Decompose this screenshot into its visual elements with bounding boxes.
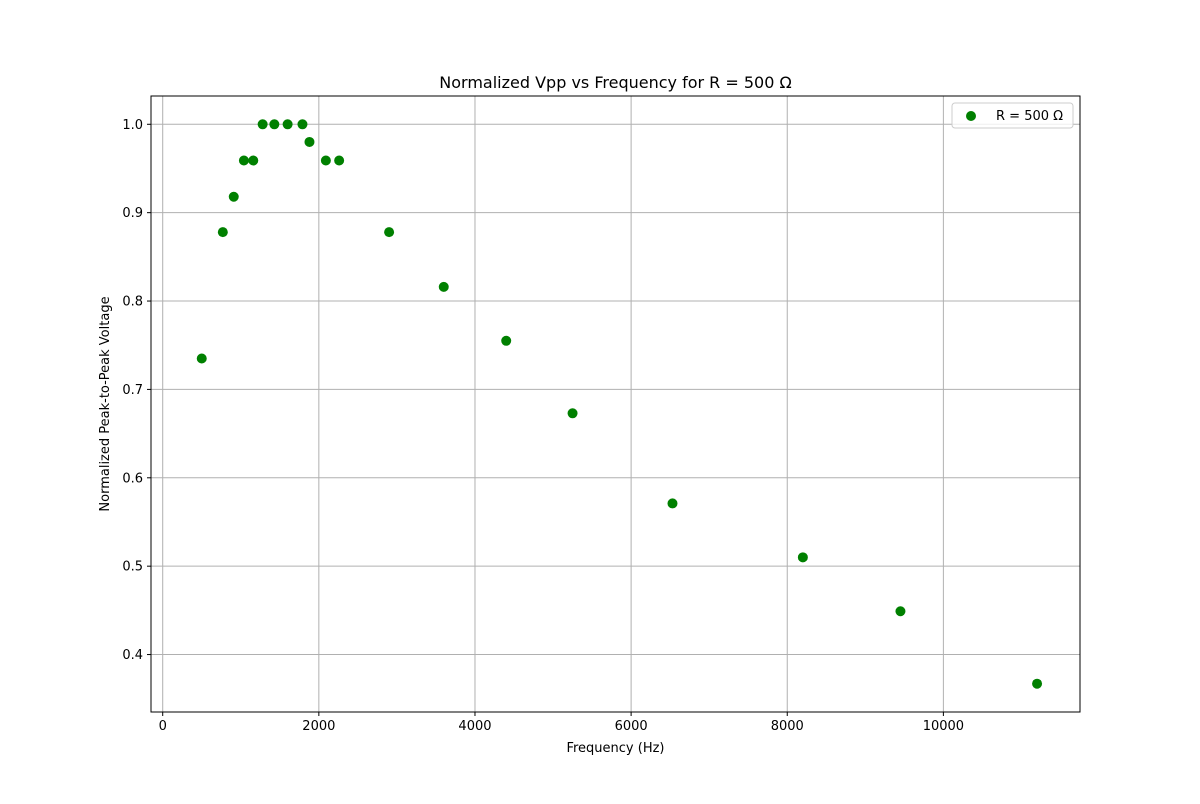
data-point: [567, 408, 578, 419]
data-point: [248, 155, 259, 166]
legend: R = 500 Ω: [951, 102, 1074, 129]
grid-lines: [151, 96, 1080, 712]
x-tick-label: 8000: [771, 719, 804, 734]
axis-ticks: 0 2000 4000 6000 8000 10000 0.4 0.5 0.6 0.7 0.8 0.9…: [122, 118, 964, 734]
y-tick-label: 0.9: [122, 206, 143, 221]
data-point: [438, 281, 449, 292]
data-point: [667, 498, 678, 509]
data-point: [196, 353, 207, 364]
x-tick-label: 10000: [923, 719, 964, 734]
data-point: [1032, 678, 1043, 689]
y-tick-label: 0.8: [122, 295, 143, 310]
data-points: [196, 119, 1043, 689]
data-point: [269, 119, 280, 130]
data-point: [257, 119, 268, 130]
data-point: [228, 191, 239, 202]
y-axis-label: Normalized Peak-to-Peak Voltage: [98, 296, 113, 511]
data-point: [334, 155, 345, 166]
data-point: [282, 119, 293, 130]
legend-frame: [951, 102, 1074, 129]
data-point: [320, 155, 331, 166]
legend-marker: [966, 111, 976, 121]
data-point: [217, 227, 228, 238]
y-tick-label: 0.5: [122, 560, 143, 575]
y-tick-label: 0.6: [122, 471, 143, 486]
y-tick-label: 0.7: [122, 383, 143, 398]
data-point: [238, 155, 249, 166]
y-tick-label: 1.0: [122, 118, 143, 133]
y-tick-label: 0.4: [122, 648, 143, 663]
data-point: [304, 136, 315, 147]
x-axis-label: Frequency (Hz): [566, 741, 664, 756]
x-tick-label: 0: [159, 719, 167, 734]
data-point: [384, 227, 395, 238]
legend-label: R = 500 Ω: [996, 109, 1063, 124]
x-tick-label: 4000: [458, 719, 491, 734]
plot-area-frame: [150, 95, 1081, 713]
chart-title: Normalized Vpp vs Frequency for R = 500 …: [439, 73, 791, 92]
data-point: [501, 335, 512, 346]
data-point: [797, 552, 808, 563]
x-tick-label: 2000: [302, 719, 335, 734]
x-tick-label: 6000: [615, 719, 648, 734]
data-point: [895, 606, 906, 617]
data-point: [297, 119, 308, 130]
